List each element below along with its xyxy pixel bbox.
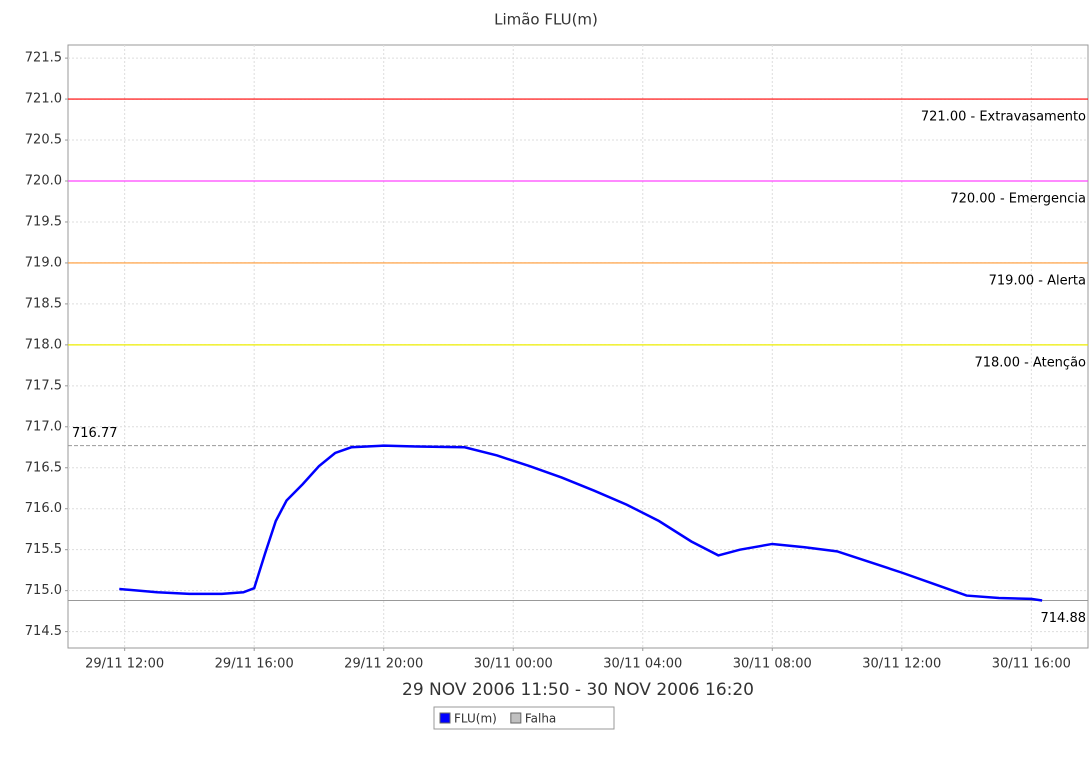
y-tick-label: 721.0 — [25, 92, 62, 107]
y-tick-label: 721.5 — [25, 51, 62, 66]
y-tick-label: 715.5 — [25, 542, 62, 557]
y-tick-label: 715.0 — [25, 583, 62, 598]
y-tick-label: 718.0 — [25, 337, 62, 352]
chart-subtitle: 29 NOV 2006 11:50 - 30 NOV 2006 16:20 — [402, 680, 754, 700]
x-tick-label: 29/11 12:00 — [85, 657, 164, 672]
x-tick-label: 30/11 04:00 — [603, 657, 682, 672]
threshold-label: 720.00 - Emergencia — [950, 192, 1086, 207]
x-tick-label: 29/11 20:00 — [344, 657, 423, 672]
legend-label: FLU(m) — [454, 712, 497, 726]
threshold-label: 719.00 - Alerta — [989, 273, 1086, 288]
x-tick-label: 30/11 08:00 — [733, 657, 812, 672]
legend-swatch — [439, 712, 451, 724]
legend-box — [433, 706, 615, 730]
legend-swatch — [510, 712, 522, 724]
x-tick-label: 29/11 16:00 — [215, 657, 294, 672]
x-tick-label: 30/11 12:00 — [862, 657, 941, 672]
legend-label: Falha — [525, 712, 556, 726]
y-tick-label: 717.5 — [25, 378, 62, 393]
plot-area — [67, 44, 1089, 649]
max-label: 716.77 — [72, 426, 118, 441]
min-label: 714.88 — [1041, 611, 1087, 626]
data-line — [119, 444, 1043, 602]
x-tick-label: 30/11 00:00 — [474, 657, 553, 672]
y-tick-label: 719.5 — [25, 214, 62, 229]
y-tick-label: 720.5 — [25, 133, 62, 148]
y-tick-label: 716.5 — [25, 460, 62, 475]
y-tick-label: 716.0 — [25, 501, 62, 516]
y-tick-label: 714.5 — [25, 624, 62, 639]
y-tick-label: 718.5 — [25, 296, 62, 311]
y-tick-label: 720.0 — [25, 174, 62, 189]
chart-title: Limão FLU(m) — [494, 11, 598, 29]
threshold-label: 718.00 - Atenção — [974, 355, 1086, 370]
threshold-label: 721.00 - Extravasamento — [921, 110, 1086, 125]
y-tick-label: 719.0 — [25, 255, 62, 270]
x-tick-label: 30/11 16:00 — [992, 657, 1071, 672]
y-tick-label: 717.0 — [25, 419, 62, 434]
